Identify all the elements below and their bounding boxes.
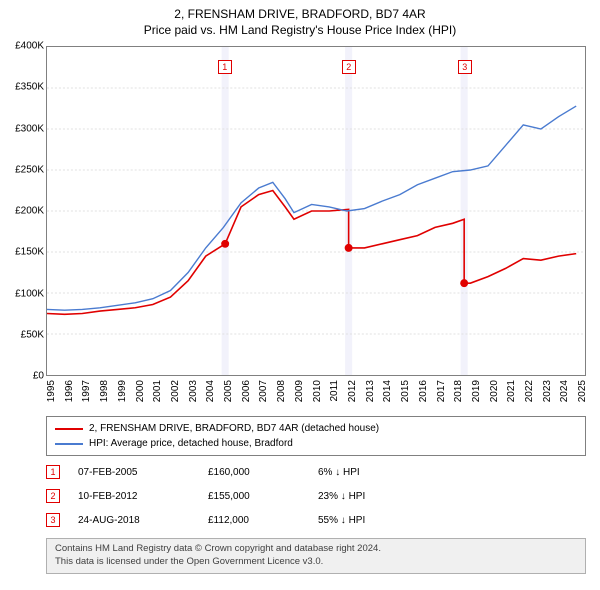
sale-date: 07-FEB-2005 (78, 467, 208, 478)
y-tick-label: £250K (4, 164, 44, 175)
sale-date: 10-FEB-2012 (78, 491, 208, 502)
x-tick-label: 2011 (329, 380, 340, 402)
x-tick-label: 2018 (453, 380, 464, 402)
sales-row: 2 10-FEB-2012 £155,000 23% ↓ HPI (46, 484, 586, 508)
event-marker: 2 (342, 60, 356, 74)
x-tick-label: 2001 (152, 380, 163, 402)
sale-marker: 2 (46, 489, 60, 503)
page-container: 2, FRENSHAM DRIVE, BRADFORD, BD7 4AR Pri… (0, 0, 600, 590)
x-tick-label: 2000 (135, 380, 146, 402)
title-line-1: 2, FRENSHAM DRIVE, BRADFORD, BD7 4AR (0, 6, 600, 22)
y-tick-label: £200K (4, 206, 44, 217)
legend-swatch-price-paid (55, 428, 83, 430)
x-tick-label: 2025 (577, 380, 588, 402)
y-tick-label: £350K (4, 82, 44, 93)
x-tick-label: 2012 (347, 380, 358, 402)
y-tick-label: £150K (4, 247, 44, 258)
sales-table: 1 07-FEB-2005 £160,000 6% ↓ HPI 2 10-FEB… (46, 460, 586, 532)
x-tick-label: 1996 (64, 380, 75, 402)
x-tick-label: 2006 (241, 380, 252, 402)
x-tick-label: 2022 (524, 380, 535, 402)
y-tick-label: £400K (4, 41, 44, 52)
title-line-2: Price paid vs. HM Land Registry's House … (0, 22, 600, 38)
legend-label-hpi: HPI: Average price, detached house, Brad… (89, 438, 293, 449)
x-tick-label: 2007 (258, 380, 269, 402)
x-tick-label: 2014 (382, 380, 393, 402)
legend-row-price-paid: 2, FRENSHAM DRIVE, BRADFORD, BD7 4AR (de… (55, 421, 577, 436)
x-tick-label: 2016 (418, 380, 429, 402)
event-marker: 1 (218, 60, 232, 74)
legend-row-hpi: HPI: Average price, detached house, Brad… (55, 436, 577, 451)
sale-price: £155,000 (208, 491, 318, 502)
legend-swatch-hpi (55, 443, 83, 445)
x-tick-label: 2002 (170, 380, 181, 402)
x-tick-label: 2010 (312, 380, 323, 402)
x-tick-label: 2003 (188, 380, 199, 402)
x-tick-label: 1999 (117, 380, 128, 402)
x-tick-label: 2019 (471, 380, 482, 402)
x-tick-label: 2004 (205, 380, 216, 402)
event-marker: 3 (458, 60, 472, 74)
sale-date: 24-AUG-2018 (78, 515, 208, 526)
sale-diff: 23% ↓ HPI (318, 491, 428, 502)
x-tick-label: 2008 (276, 380, 287, 402)
x-tick-label: 2021 (506, 380, 517, 402)
footer-line-1: Contains HM Land Registry data © Crown c… (55, 543, 577, 556)
sales-row: 1 07-FEB-2005 £160,000 6% ↓ HPI (46, 460, 586, 484)
sale-marker: 1 (46, 465, 60, 479)
chart-svg (47, 47, 585, 375)
x-tick-label: 2024 (559, 380, 570, 402)
sale-marker: 3 (46, 513, 60, 527)
footer-line-2: This data is licensed under the Open Gov… (55, 556, 577, 569)
x-tick-label: 2005 (223, 380, 234, 402)
x-tick-label: 2023 (542, 380, 553, 402)
x-tick-label: 1998 (99, 380, 110, 402)
sales-row: 3 24-AUG-2018 £112,000 55% ↓ HPI (46, 508, 586, 532)
x-tick-label: 2009 (294, 380, 305, 402)
sale-diff: 6% ↓ HPI (318, 467, 428, 478)
y-tick-label: £0 (4, 371, 44, 382)
y-tick-label: £100K (4, 288, 44, 299)
y-tick-label: £300K (4, 123, 44, 134)
x-tick-label: 2017 (436, 380, 447, 402)
sale-price: £160,000 (208, 467, 318, 478)
x-tick-label: 2020 (489, 380, 500, 402)
footer: Contains HM Land Registry data © Crown c… (46, 538, 586, 574)
sale-diff: 55% ↓ HPI (318, 515, 428, 526)
legend: 2, FRENSHAM DRIVE, BRADFORD, BD7 4AR (de… (46, 416, 586, 456)
chart-area (46, 46, 586, 376)
y-tick-label: £50K (4, 329, 44, 340)
x-tick-label: 2013 (365, 380, 376, 402)
x-tick-label: 1995 (46, 380, 57, 402)
x-tick-label: 1997 (81, 380, 92, 402)
sale-price: £112,000 (208, 515, 318, 526)
title-block: 2, FRENSHAM DRIVE, BRADFORD, BD7 4AR Pri… (0, 0, 600, 38)
x-tick-label: 2015 (400, 380, 411, 402)
legend-label-price-paid: 2, FRENSHAM DRIVE, BRADFORD, BD7 4AR (de… (89, 423, 379, 434)
